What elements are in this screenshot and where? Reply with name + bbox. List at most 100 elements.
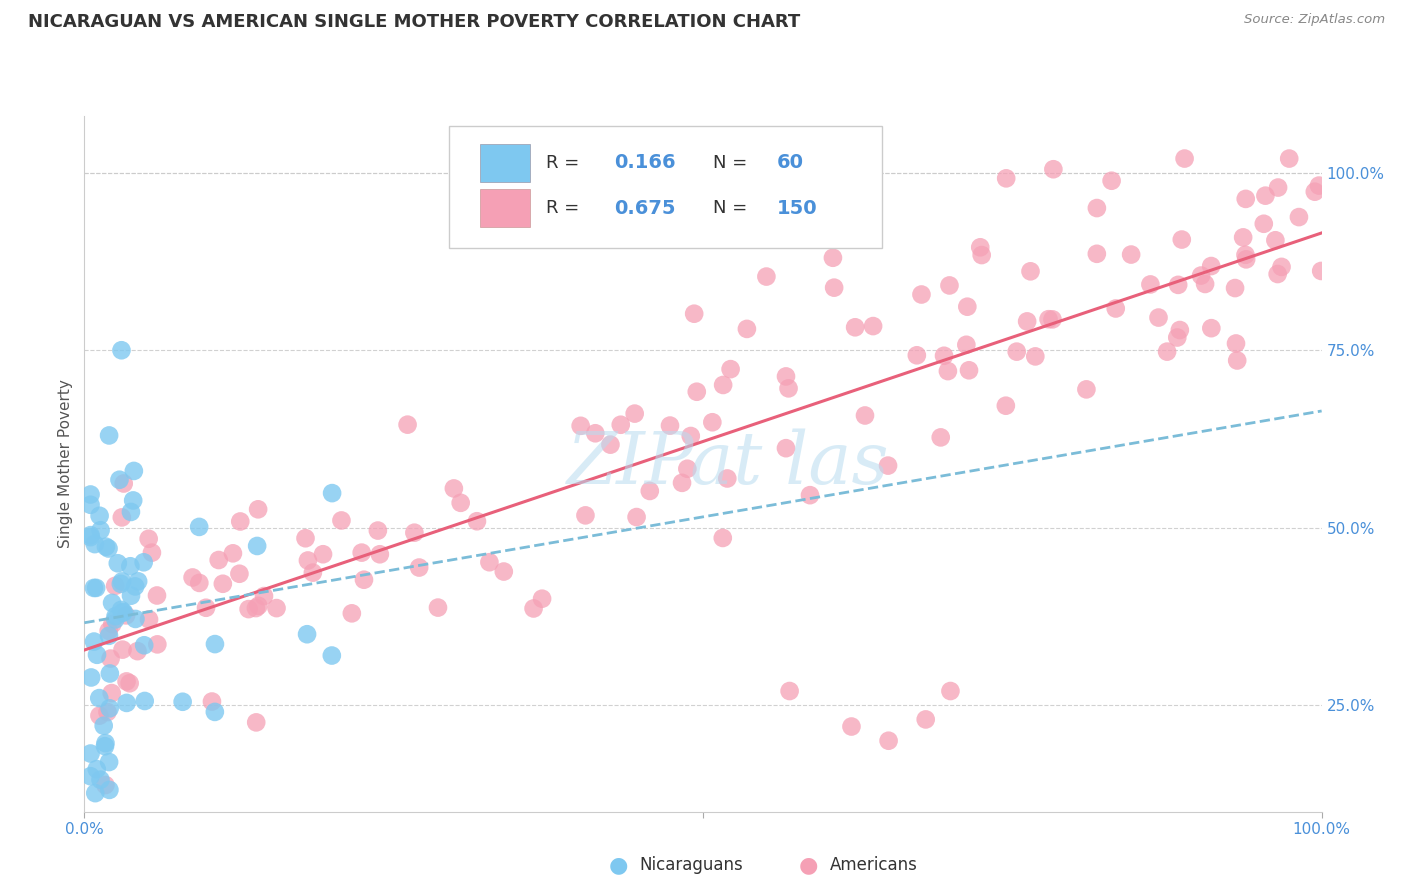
Point [201,694,224,708]
Point [1189,268,1212,283]
Point [465,514,488,528]
Point [222,546,245,560]
Point [1234,192,1257,206]
Point [124,579,146,593]
Point [120,505,142,519]
Point [1156,344,1178,359]
Point [83,581,105,595]
Point [799,488,821,502]
Point [120,559,142,574]
Point [1254,188,1277,202]
Point [115,674,138,689]
Point [83,634,105,648]
Point [929,430,952,444]
Text: ●: ● [799,855,818,875]
Point [939,684,962,698]
Point [609,417,631,432]
Point [1234,248,1257,262]
Point [110,577,132,591]
Point [94,739,117,754]
FancyBboxPatch shape [481,144,530,182]
Text: Source: ZipAtlas.com: Source: ZipAtlas.com [1244,13,1385,27]
Point [79,487,101,501]
Point [408,560,430,574]
Point [146,589,169,603]
Point [321,648,343,663]
Point [111,574,134,589]
Point [914,713,936,727]
Point [188,520,211,534]
Point [115,696,138,710]
Point [134,638,156,652]
Point [1019,264,1042,278]
Point [877,458,900,473]
Point [97,541,120,556]
Point [111,642,134,657]
Point [112,606,135,620]
Point [404,525,426,540]
Point [1288,210,1310,224]
Point [211,576,233,591]
Point [1042,162,1064,177]
Point [779,684,801,698]
Point [94,736,117,750]
Point [253,589,276,603]
Point [138,532,160,546]
Point [100,651,122,665]
Point [98,428,121,442]
Point [841,719,863,733]
Point [229,515,252,529]
Point [679,429,702,443]
Point [1166,330,1188,344]
Text: 150: 150 [778,199,818,218]
Point [132,555,155,569]
Point [638,483,661,498]
Point [1005,344,1028,359]
Point [1121,247,1143,261]
Text: Americans: Americans [830,856,917,874]
Point [683,307,706,321]
Point [89,772,111,787]
Point [775,441,797,455]
Point [104,579,127,593]
Point [108,473,131,487]
Point [970,248,993,262]
Point [659,418,682,433]
Point [245,601,267,615]
Point [599,437,621,451]
Point [79,530,101,544]
Point [340,607,363,621]
Point [83,537,105,551]
Point [1042,312,1064,326]
Point [1308,178,1330,193]
Point [245,715,267,730]
Point [1168,323,1191,337]
Point [247,502,270,516]
Point [1174,152,1197,166]
Y-axis label: Single Mother Poverty: Single Mother Poverty [58,379,73,549]
Point [367,524,389,538]
Point [246,539,269,553]
Point [204,637,226,651]
Point [312,547,335,561]
Point [994,399,1017,413]
Point [101,617,124,632]
Point [1017,314,1039,328]
Point [134,694,156,708]
Point [350,546,373,560]
Point [910,287,932,301]
Text: NICARAGUAN VS AMERICAN SINGLE MOTHER POVERTY CORRELATION CHART: NICARAGUAN VS AMERICAN SINGLE MOTHER POV… [28,13,800,31]
Point [228,566,250,581]
Point [204,705,226,719]
Point [676,462,699,476]
Point [110,343,132,358]
Point [96,705,118,719]
Point [208,553,231,567]
Point [295,627,318,641]
Point [238,602,260,616]
Point [79,498,101,512]
Point [1267,267,1289,281]
Point [138,612,160,626]
Point [188,575,211,590]
Point [1101,174,1123,188]
